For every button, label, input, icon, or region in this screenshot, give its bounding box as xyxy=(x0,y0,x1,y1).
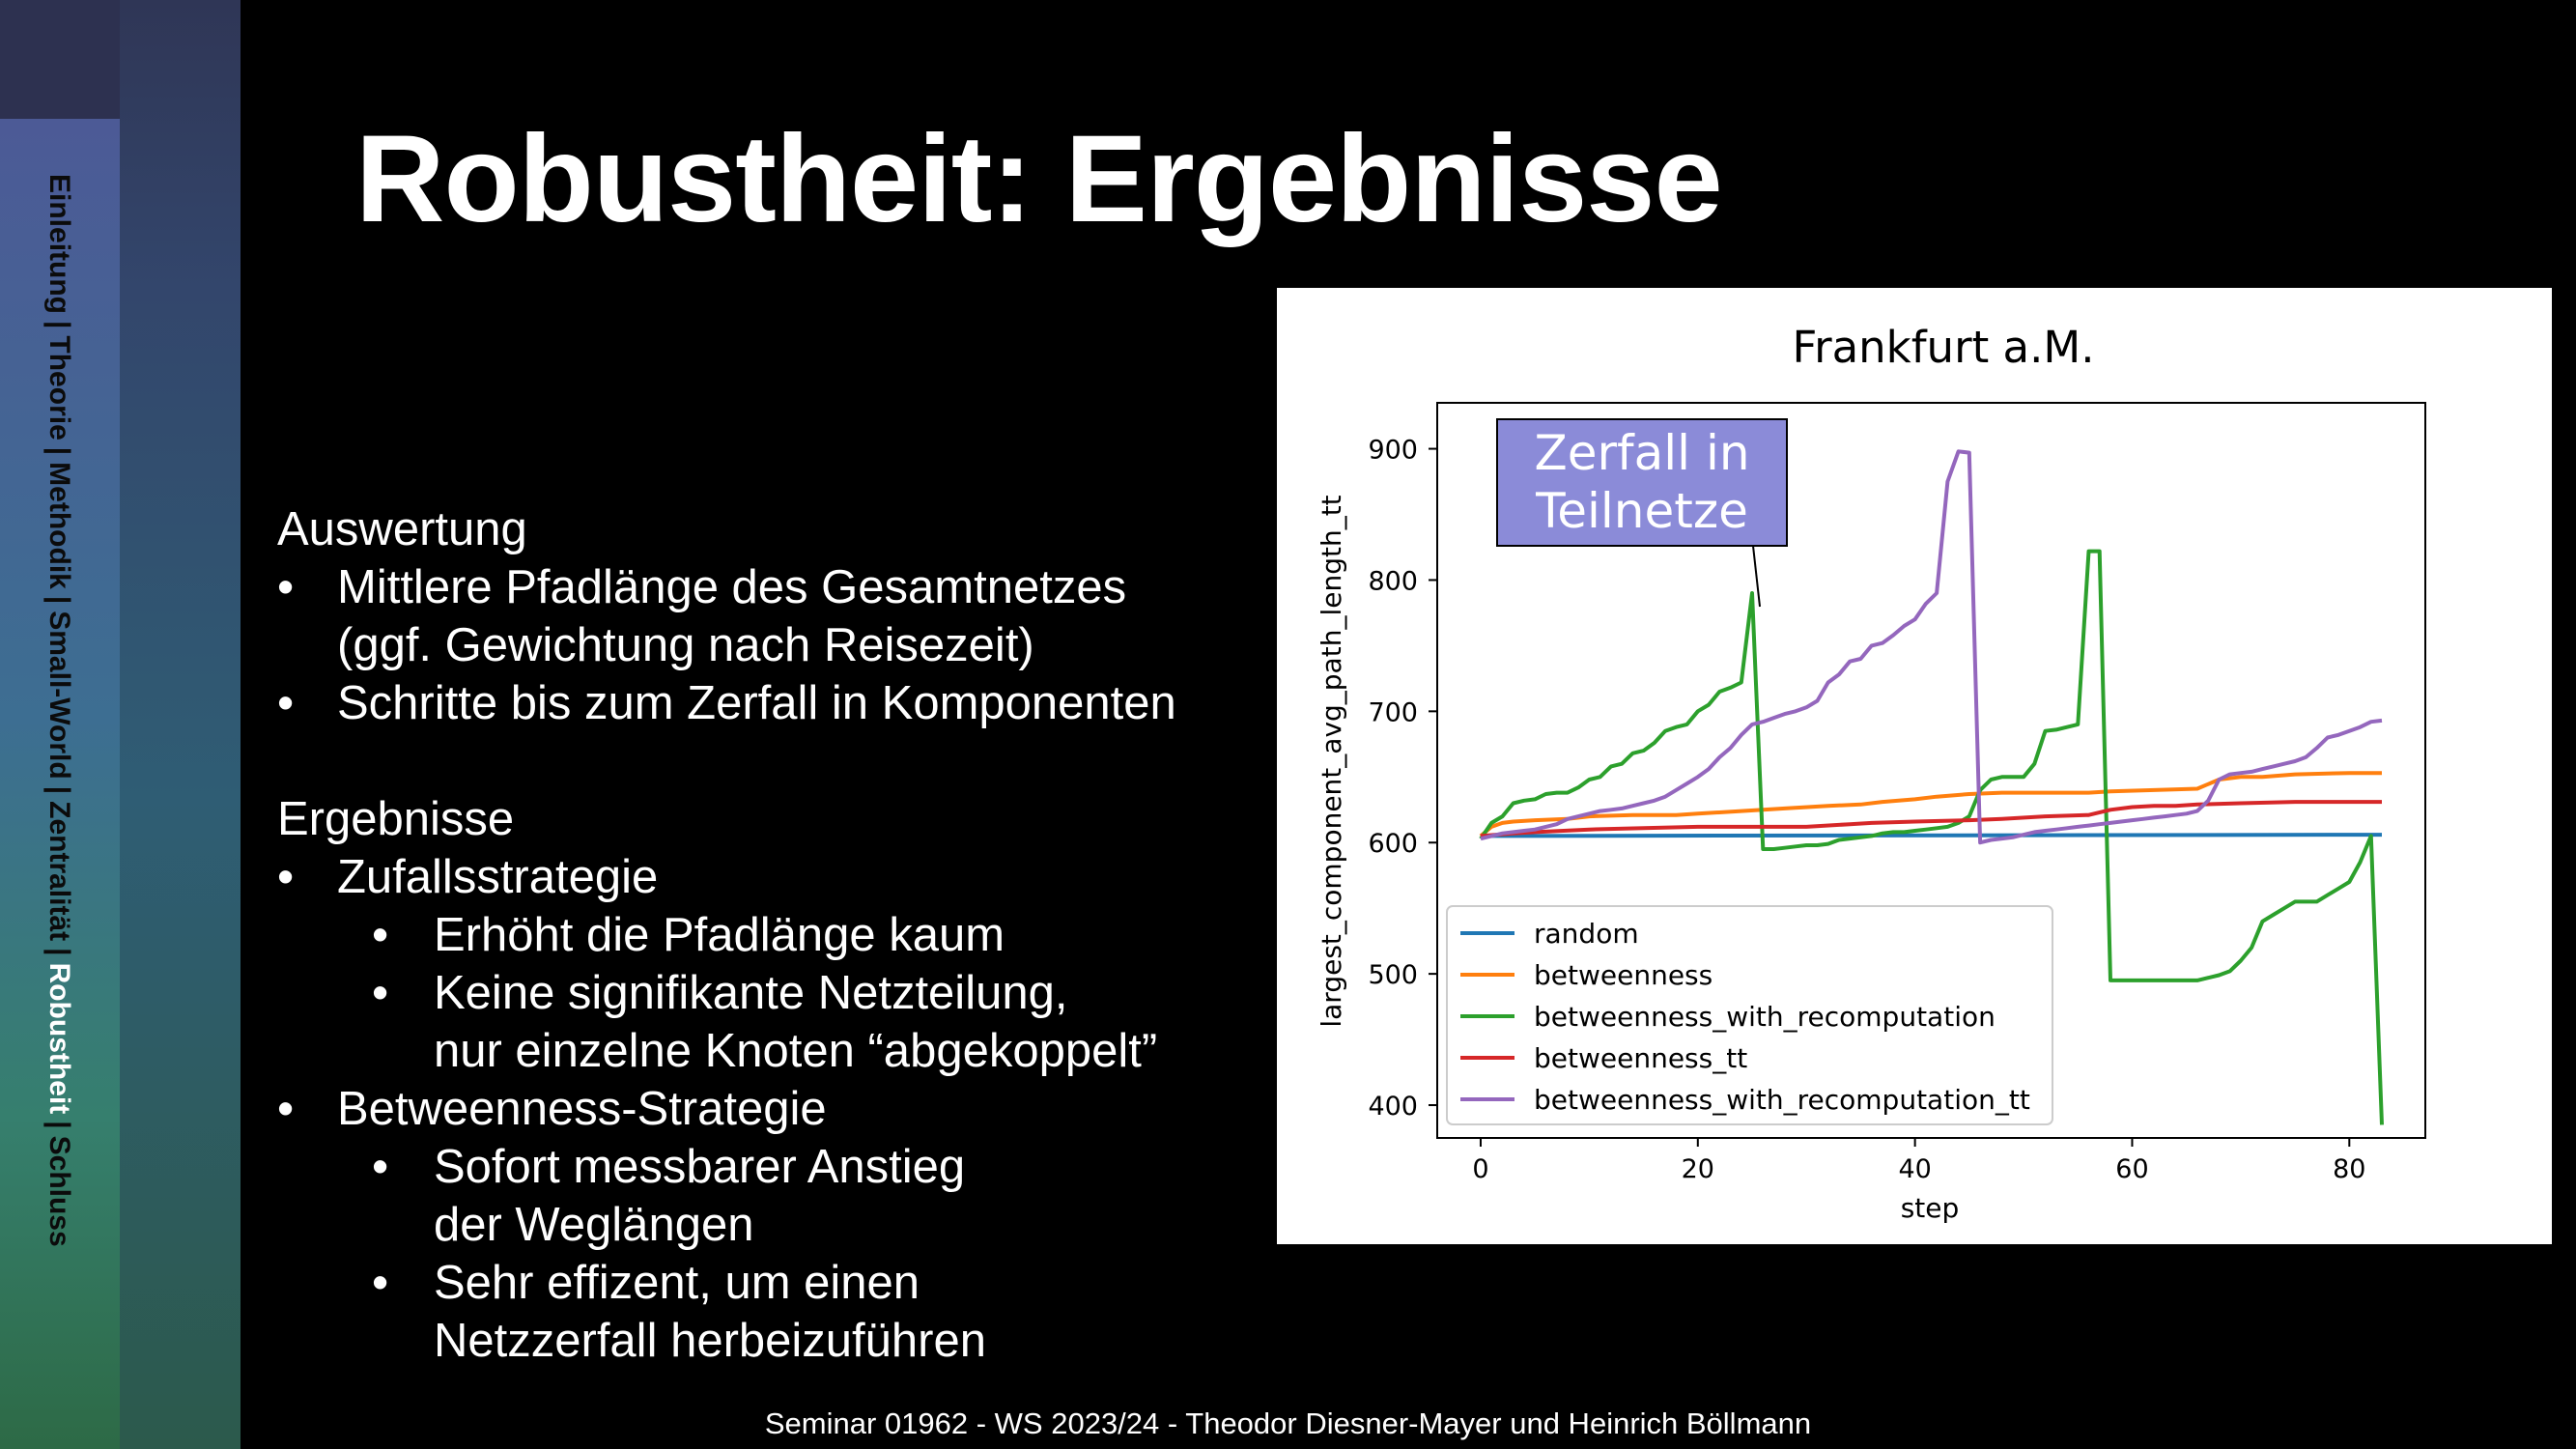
list-item-strategy: Zufallsstrategie xyxy=(277,848,1176,906)
list-item: Mittlere Pfadlänge des Gesamtnetzes xyxy=(277,558,1176,616)
list-subitem-continuation: nur einzelne Knoten “abgekoppelt” xyxy=(434,1025,1158,1077)
legend-label: random xyxy=(1534,918,1639,950)
nav-separator: | xyxy=(43,446,75,456)
nav-item-robustheit[interactable]: Robustheit xyxy=(43,962,75,1115)
annotation-text: Teilnetze xyxy=(1535,483,1748,539)
section-heading-auswertung: Auswertung xyxy=(277,503,527,555)
y-axis-label: largest_component_avg_path_length_tt xyxy=(1316,495,1347,1027)
nav-separator: | xyxy=(43,785,75,795)
x-tick-label: 40 xyxy=(1898,1154,1931,1184)
nav-item-theorie[interactable]: Theorie xyxy=(43,335,75,440)
sidebar-cap xyxy=(0,0,120,119)
list-subitem: Sehr effizent, um einen xyxy=(277,1254,1176,1312)
annotation-pointer xyxy=(1752,545,1762,608)
annotation-box xyxy=(1496,418,1788,547)
sidebar-nav-strip xyxy=(0,119,120,1449)
nav-separator: | xyxy=(43,321,75,329)
chart-legend xyxy=(1446,905,2053,1125)
slide-footer: Seminar 01962 - WS 2023/24 - Theodor Die… xyxy=(764,1406,1812,1440)
list-subitem-continuation: Netzzerfall herbeizuführen xyxy=(434,1315,986,1367)
y-tick-label: 500 xyxy=(1368,960,1418,990)
annotation-text: Zerfall in xyxy=(1534,425,1749,481)
slide-content: Auswertung Mittlere Pfadlänge des Gesamt… xyxy=(277,500,1176,1370)
list-subitem-continuation: der Weglängen xyxy=(434,1199,754,1251)
list-subitem: Erhöht die Pfadlänge kaum xyxy=(277,906,1176,964)
nav-separator: | xyxy=(43,1121,75,1129)
list-subitem: Sofort messbarer Anstieg xyxy=(277,1138,1176,1196)
y-tick-label: 800 xyxy=(1368,566,1418,596)
legend-label: betweenness_with_recomputation xyxy=(1534,1001,1996,1033)
x-tick-label: 0 xyxy=(1472,1154,1488,1184)
auswertung-list: Mittlere Pfadlänge des Gesamtnetzes (ggf… xyxy=(277,558,1176,732)
x-axis-label: step xyxy=(1901,1192,1960,1224)
y-tick-label: 400 xyxy=(1368,1092,1418,1122)
nav-separator: | xyxy=(43,948,75,956)
nav-item-zentralität[interactable]: Zentralität xyxy=(43,801,75,942)
nav-item-small-world[interactable]: Small-World xyxy=(43,611,75,780)
x-tick-label: 80 xyxy=(2333,1154,2365,1184)
plot-frame xyxy=(1436,402,2426,1139)
list-item-strategy: Betweenness-Strategie xyxy=(277,1080,1176,1138)
series-line-betweenness-with-recomputation-tt xyxy=(1480,449,2383,845)
slide-title: Robustheit: Ergebnisse xyxy=(355,110,1723,248)
list-subitem: Keine signifikante Netzteilung, xyxy=(277,964,1176,1022)
legend-label: betweenness xyxy=(1534,959,1713,991)
section-navigation: Einleitung | Theorie | Methodik | Small-World |… xyxy=(42,174,75,1247)
nav-separator: | xyxy=(43,595,75,605)
line-chart: Frankfurt a.M. step largest_component_av… xyxy=(1316,322,2426,1224)
legend-label: betweenness_tt xyxy=(1534,1042,1747,1074)
list-item: Schritte bis zum Zerfall in Komponenten xyxy=(277,674,1176,732)
legend-label: betweenness_with_recomputation_tt xyxy=(1534,1084,2030,1116)
series-line-random xyxy=(1480,833,2383,838)
nav-item-methodik[interactable]: Methodik xyxy=(43,462,75,589)
nav-item-einleitung[interactable]: Einleitung xyxy=(43,174,75,314)
series-line-betweenness-tt xyxy=(1480,800,2382,838)
series-line-betweenness-with-recomputation xyxy=(1479,549,2384,1125)
section-heading-ergebnisse: Ergebnisse xyxy=(277,793,515,845)
list-item-continuation: (ggf. Gewichtung nach Reisezeit) xyxy=(337,619,1034,671)
chart-title: Frankfurt a.M. xyxy=(1792,322,2094,373)
y-tick-label: 600 xyxy=(1368,829,1418,859)
ergebnisse-list: Zufallsstrategie Erhöht die Pfadlänge ka… xyxy=(277,848,1176,1370)
x-tick-label: 60 xyxy=(2115,1154,2148,1184)
chart-panel: Frankfurt a.M. step largest_component_av… xyxy=(1277,288,2552,1244)
y-tick-label: 700 xyxy=(1368,697,1418,727)
nav-item-schluss[interactable]: Schluss xyxy=(43,1135,75,1247)
x-tick-label: 20 xyxy=(1682,1154,1714,1184)
y-tick-label: 900 xyxy=(1368,436,1418,466)
